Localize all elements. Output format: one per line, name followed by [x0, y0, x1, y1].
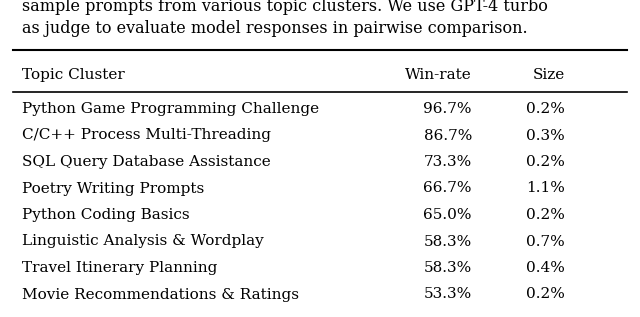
Text: Topic Cluster: Topic Cluster [22, 68, 125, 82]
Text: 0.3%: 0.3% [526, 128, 565, 143]
Text: Size: Size [532, 68, 565, 82]
Text: as judge to evaluate model responses in pairwise comparison.: as judge to evaluate model responses in … [22, 20, 527, 37]
Text: Python Coding Basics: Python Coding Basics [22, 208, 189, 222]
Text: 65.0%: 65.0% [424, 208, 472, 222]
Text: 58.3%: 58.3% [424, 235, 472, 249]
Text: 96.7%: 96.7% [424, 102, 472, 116]
Text: Linguistic Analysis & Wordplay: Linguistic Analysis & Wordplay [22, 235, 264, 249]
Text: 73.3%: 73.3% [424, 155, 472, 169]
Text: Movie Recommendations & Ratings: Movie Recommendations & Ratings [22, 288, 299, 301]
Text: 0.7%: 0.7% [526, 235, 565, 249]
Text: 0.2%: 0.2% [526, 208, 565, 222]
Text: 0.2%: 0.2% [526, 155, 565, 169]
Text: Travel Itinerary Planning: Travel Itinerary Planning [22, 261, 218, 275]
Text: 0.2%: 0.2% [526, 288, 565, 301]
Text: Poetry Writing Prompts: Poetry Writing Prompts [22, 182, 204, 196]
Text: SQL Query Database Assistance: SQL Query Database Assistance [22, 155, 271, 169]
Text: 53.3%: 53.3% [424, 288, 472, 301]
Text: Python Game Programming Challenge: Python Game Programming Challenge [22, 102, 319, 116]
Text: 0.4%: 0.4% [526, 261, 565, 275]
Text: sample prompts from various topic clusters. We use GPT-4 turbo: sample prompts from various topic cluste… [22, 0, 548, 15]
Text: 0.2%: 0.2% [526, 102, 565, 116]
Text: 86.7%: 86.7% [424, 128, 472, 143]
Text: Win-rate: Win-rate [405, 68, 472, 82]
Text: 1.1%: 1.1% [526, 182, 565, 196]
Text: C/C++ Process Multi-Threading: C/C++ Process Multi-Threading [22, 128, 271, 143]
Text: 58.3%: 58.3% [424, 261, 472, 275]
Text: 66.7%: 66.7% [424, 182, 472, 196]
